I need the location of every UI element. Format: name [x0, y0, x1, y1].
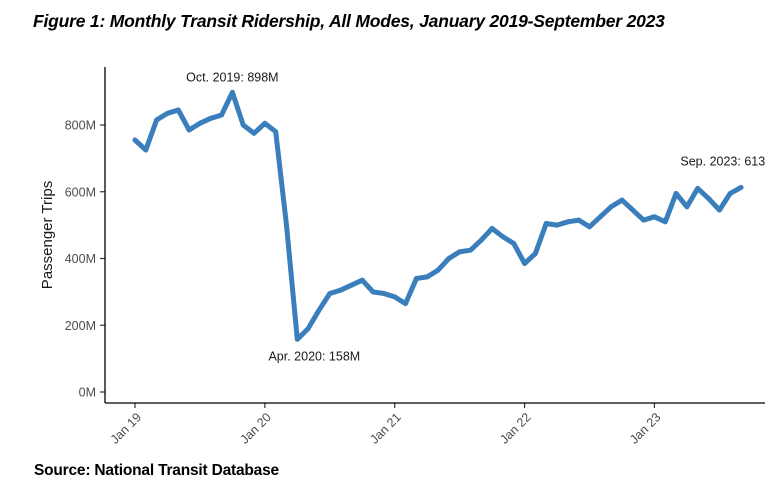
data-point [197, 120, 203, 126]
data-point [597, 214, 603, 220]
data-point [143, 147, 149, 153]
data-point [186, 127, 192, 133]
data-point [662, 219, 668, 225]
y-tick-label: 600M [65, 185, 96, 199]
series-group [132, 89, 744, 342]
data-point [446, 256, 452, 261]
y-tick-label: 200M [65, 319, 96, 333]
data-point [381, 291, 387, 296]
data-point [576, 217, 582, 223]
data-point [349, 282, 354, 288]
data-point [532, 251, 538, 256]
data-point [165, 110, 170, 116]
x-tick-label: Jan 20 [238, 410, 274, 446]
x-tick-label: Jan 23 [627, 410, 663, 446]
x-tick-label: Jan 22 [497, 410, 533, 446]
data-point [229, 89, 235, 95]
data-point [684, 204, 690, 210]
data-point [706, 196, 711, 201]
annotation-label: Oct. 2019: 898M [186, 70, 278, 84]
data-point [403, 301, 408, 306]
data-point [652, 214, 657, 220]
data-point [327, 291, 333, 296]
data-point [175, 107, 181, 113]
data-point [338, 287, 344, 293]
x-axis: Jan 19 Jan 20 Jan 21 Jan 22 Jan 23 [108, 403, 664, 447]
data-point [154, 117, 160, 123]
y-axis: 0M 200M 400M 600M 800M [65, 119, 105, 400]
data-point [468, 247, 473, 253]
source-note: Source: National Transit Database [34, 462, 279, 479]
data-point [500, 234, 506, 240]
data-point [695, 186, 701, 191]
data-point [630, 207, 636, 213]
y-tick-label: 800M [65, 119, 96, 133]
figure-title: Figure 1: Monthly Transit Ridership, All… [33, 11, 665, 31]
data-point [673, 191, 679, 196]
data-point [240, 122, 246, 128]
data-point [522, 261, 527, 266]
data-point [641, 217, 647, 223]
data-point [305, 326, 311, 331]
data-point [262, 120, 268, 126]
annotations-group: Oct. 2019: 898M Apr. 2020: 158M Sep. 2023:… [186, 70, 766, 363]
data-point [587, 224, 592, 230]
data-point [478, 237, 484, 243]
annotation-label: Sep. 2023: 613M [680, 154, 766, 168]
data-point [457, 249, 463, 255]
y-tick-label: 400M [65, 252, 96, 266]
data-point [413, 276, 419, 281]
x-tick-label: Jan 19 [108, 410, 144, 446]
ridership-series-line [132, 89, 744, 342]
data-point [251, 130, 257, 136]
data-point [370, 289, 376, 295]
data-point [511, 241, 517, 246]
data-point [727, 191, 733, 196]
data-point [359, 277, 365, 283]
data-point [284, 222, 289, 228]
data-point [316, 307, 322, 313]
data-point [608, 204, 614, 210]
data-point [273, 129, 279, 135]
data-point [435, 267, 441, 273]
data-point [738, 185, 744, 190]
data-point [294, 336, 300, 342]
data-point [392, 294, 398, 300]
data-point [424, 274, 430, 280]
y-axis-label: Passenger Trips [39, 181, 56, 289]
data-point [716, 207, 722, 213]
data-point [619, 197, 625, 203]
data-point [219, 112, 224, 118]
data-point [543, 221, 549, 226]
data-point [489, 226, 495, 231]
x-tick-label: Jan 21 [367, 410, 403, 446]
y-tick-label: 0M [79, 386, 96, 400]
data-point [132, 137, 138, 143]
data-point [208, 115, 214, 121]
data-point [554, 222, 560, 228]
annotation-label: Apr. 2020: 158M [268, 349, 360, 363]
data-point [565, 219, 571, 225]
